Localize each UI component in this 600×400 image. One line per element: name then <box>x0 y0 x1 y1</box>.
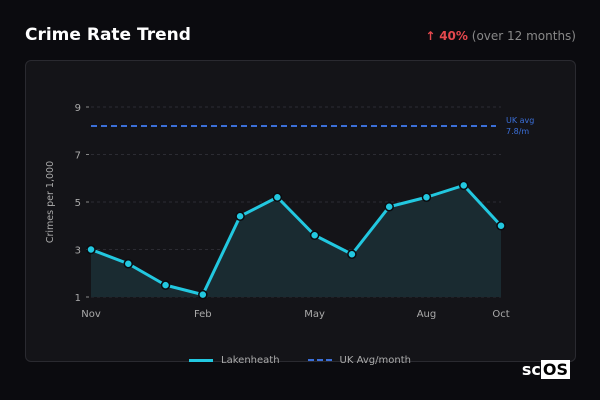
series-area <box>91 185 501 297</box>
data-point <box>123 259 134 269</box>
data-point <box>160 280 171 290</box>
x-tick-label: Oct <box>492 309 509 320</box>
data-point <box>198 289 208 300</box>
data-point <box>309 230 320 240</box>
x-tick-label: May <box>304 309 325 320</box>
logo: sc OS <box>521 360 570 379</box>
data-point <box>347 249 357 259</box>
data-point <box>496 221 506 231</box>
chart-title: Crime Rate Trend <box>25 25 191 45</box>
legend: Lakenheath UK Avg/month <box>0 355 600 366</box>
data-point <box>421 192 432 202</box>
series-line <box>90 183 503 297</box>
legend-item-reference[interactable]: UK Avg/month <box>307 355 411 366</box>
reference-label: UK avg <box>506 116 534 125</box>
data-point <box>235 211 245 221</box>
y-tick-label: 5 <box>75 198 81 209</box>
data-point <box>384 202 394 212</box>
y-tick-label: 1 <box>75 293 81 304</box>
y-tick-label: 3 <box>75 246 81 257</box>
change-value: 40% <box>439 29 468 43</box>
legend-label: UK Avg/month <box>339 355 411 366</box>
change-indicator: ↑ 40% (over 12 months) <box>425 29 576 43</box>
reference-label-value: 7.8/m <box>506 127 529 136</box>
data-point <box>458 180 469 191</box>
data-point <box>272 192 283 202</box>
x-tick-label: Nov <box>81 309 101 320</box>
x-tick-label: Aug <box>417 309 437 320</box>
change-period: (over 12 months) <box>471 29 576 43</box>
legend-item-series[interactable]: Lakenheath <box>189 355 280 366</box>
legend-label: Lakenheath <box>221 355 280 366</box>
x-tick-label: Feb <box>194 309 212 320</box>
y-tick-label: 7 <box>75 151 81 162</box>
data-point <box>86 244 96 255</box>
up-arrow-icon: ↑ <box>425 29 436 43</box>
y-tick-label: 9 <box>75 103 81 114</box>
y-axis-label: Crimes per 1,000 <box>45 161 56 243</box>
